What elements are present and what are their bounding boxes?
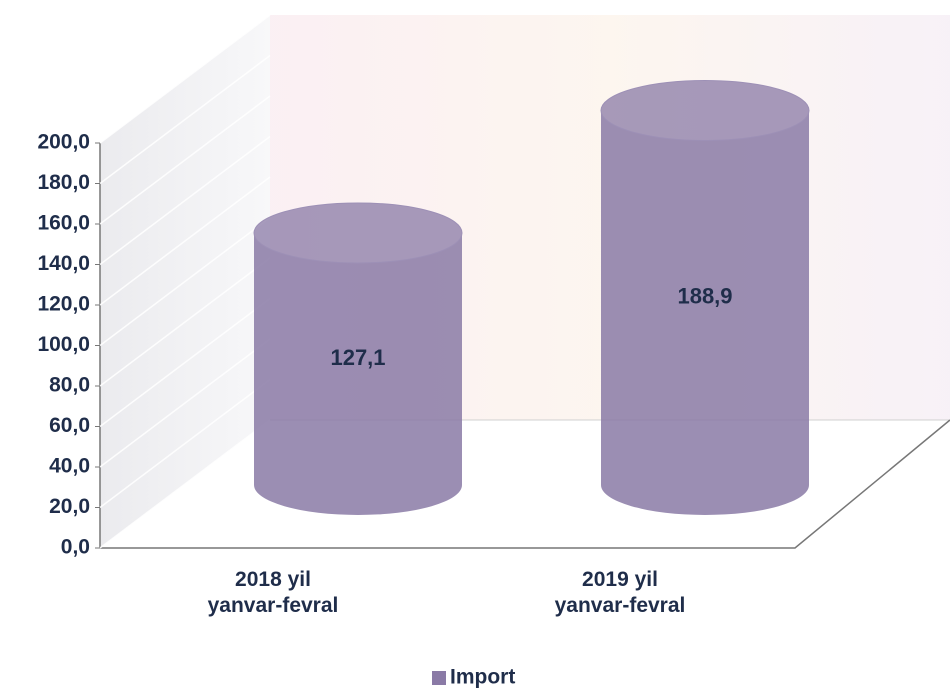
y-tick-label: 100,0 — [37, 333, 90, 356]
y-tick-label: 60,0 — [49, 414, 90, 437]
y-tick-label: 160,0 — [37, 212, 90, 235]
y-tick-label: 200,0 — [37, 131, 90, 154]
grid-line — [99, 95, 271, 225]
x-tick-label: 2018 yil yanvar-fevral — [207, 568, 339, 617]
value-label: 188,9 — [677, 284, 732, 309]
legend-label: Import — [450, 666, 515, 689]
grid-line — [99, 419, 271, 549]
bar — [254, 232, 462, 515]
y-tick-label: 0,0 — [61, 536, 90, 559]
y-tick-label: 180,0 — [37, 171, 90, 194]
y-tick-label: 80,0 — [49, 374, 90, 397]
y-tick-label: 120,0 — [37, 293, 90, 316]
grid-line — [99, 14, 271, 144]
grid-line — [99, 297, 271, 428]
y-tick-label: 20,0 — [49, 495, 90, 518]
grid-line — [99, 135, 271, 266]
grid-line — [99, 378, 271, 509]
legend-swatch — [432, 671, 446, 685]
bar-top — [253, 202, 463, 264]
y-tick-label: 140,0 — [37, 252, 90, 275]
grid-line — [99, 216, 271, 347]
x-tick-label: 2019 yil yanvar-fevral — [554, 568, 686, 617]
y-tick-label: 40,0 — [49, 455, 90, 478]
grid-line — [99, 338, 271, 468]
grid-line — [99, 257, 271, 387]
grid-line — [99, 54, 271, 185]
bar — [601, 110, 809, 515]
floor-edge — [100, 419, 950, 549]
grid-line — [99, 176, 271, 306]
value-label: 127,1 — [330, 345, 385, 370]
bar-top — [600, 79, 810, 141]
